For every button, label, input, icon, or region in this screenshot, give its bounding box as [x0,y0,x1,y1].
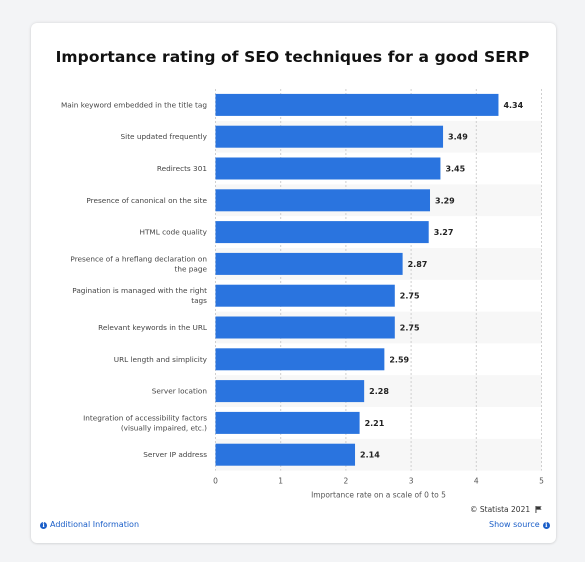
x-axis-title: Importance rate on a scale of 0 to 5 [311,491,446,500]
flag-icon[interactable] [535,506,542,513]
value-label: 3.49 [448,133,468,142]
category-label: Integration of accessibility factors (vis… [83,413,207,432]
category-label: Redirects 301 [157,164,207,173]
category-label: HTML code quality [139,228,207,237]
category-label: Server location [152,387,207,396]
info-icon: i [542,522,550,529]
bar[interactable] [215,348,385,371]
category-label: Site updated frequently [121,132,208,141]
bar[interactable] [215,284,395,307]
value-label: 2.75 [400,324,420,333]
category-label: Server IP address [143,450,207,459]
category-label: Presence of canonical on the site [86,196,207,205]
chart-title: Importance rating of SEO techniques for … [55,48,530,66]
bar[interactable] [215,157,441,180]
value-label: 3.45 [445,165,465,174]
category-label: Main keyword embedded in the title tag [61,100,207,109]
x-tick-label: 0 [213,477,218,486]
value-label: 2.14 [360,451,380,460]
additional-information-label: Additional Information [50,520,140,529]
value-label: 2.87 [408,260,428,269]
value-label: 2.21 [365,419,385,428]
category-label: Relevant keywords in the URL [98,323,208,332]
bar[interactable] [215,125,444,148]
value-label: 4.34 [503,101,523,110]
bar[interactable] [215,316,395,339]
info-icon: i [40,522,47,529]
show-source-link[interactable]: Show source i [489,520,550,529]
bar[interactable] [215,189,431,212]
bar[interactable] [215,443,356,466]
category-label: Pagination is managed with the right tags [72,286,207,305]
bar[interactable] [215,380,365,403]
x-tick-label: 4 [474,477,479,486]
value-label: 2.75 [400,292,420,301]
credit-text: © Statista 2021 [470,505,531,514]
statista-credit: © Statista 2021 [470,505,542,514]
x-tick-label: 2 [344,477,349,486]
value-label: 2.28 [369,387,389,396]
value-label: 2.59 [389,355,409,364]
value-label: 3.29 [435,196,455,205]
additional-information-link[interactable]: i Additional Information [40,520,139,529]
show-source-label: Show source [489,520,540,529]
category-label: URL length and simplicity [114,355,208,364]
x-tick-label: 3 [409,477,414,486]
x-tick-label: 5 [539,477,544,486]
bar[interactable] [215,411,360,434]
bar[interactable] [215,93,499,116]
category-label: Presence of a hreflang declaration on the… [70,254,207,273]
x-tick-label: 1 [278,477,283,486]
bar[interactable] [215,252,403,275]
bar[interactable] [215,221,429,244]
value-label: 3.27 [434,228,454,237]
